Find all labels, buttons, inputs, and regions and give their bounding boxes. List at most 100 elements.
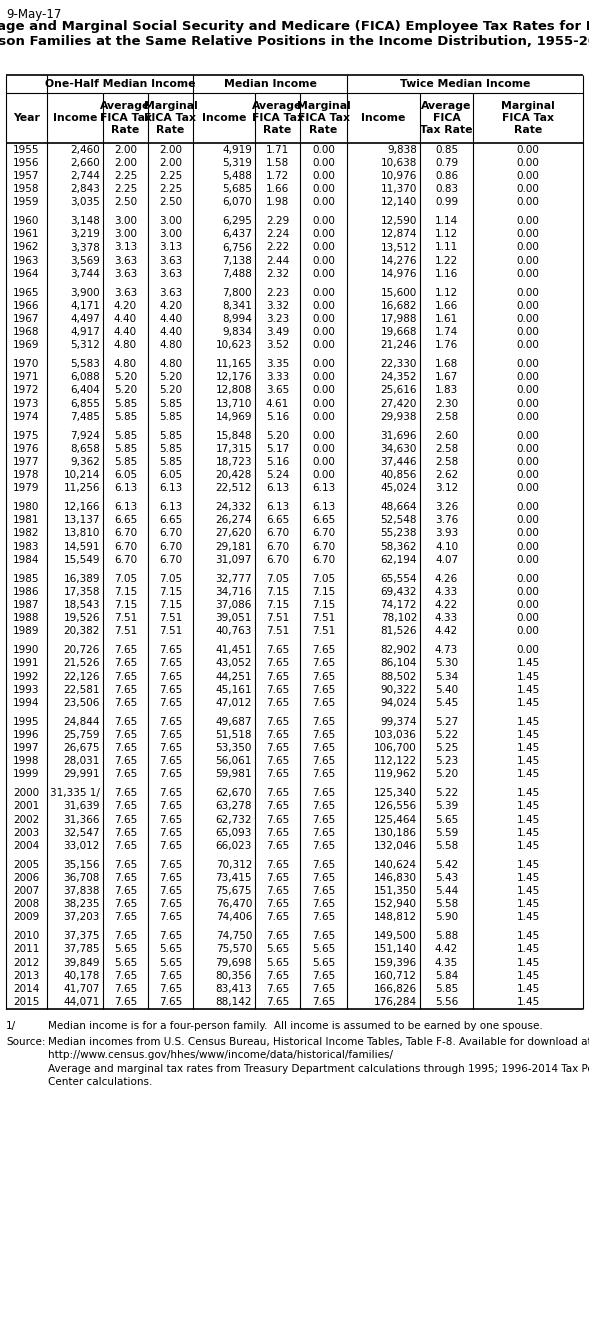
Text: 7,488: 7,488	[222, 268, 252, 279]
Text: 2.00: 2.00	[114, 144, 137, 155]
Text: 5.65: 5.65	[266, 957, 289, 968]
Text: 21,526: 21,526	[64, 658, 100, 669]
Text: 0.00: 0.00	[517, 542, 540, 551]
Text: 1.12: 1.12	[435, 288, 458, 297]
Text: 13,710: 13,710	[216, 399, 252, 408]
Text: 5.44: 5.44	[435, 886, 458, 896]
Text: 7.15: 7.15	[114, 600, 137, 609]
Text: 13,137: 13,137	[64, 516, 100, 525]
Text: 20,726: 20,726	[64, 645, 100, 656]
Text: 4.40: 4.40	[114, 315, 137, 324]
Text: 0.00: 0.00	[517, 328, 540, 337]
Text: 0.00: 0.00	[312, 399, 335, 408]
Text: 2.58: 2.58	[435, 412, 458, 422]
Text: 0.00: 0.00	[312, 171, 335, 181]
Text: 3.76: 3.76	[435, 516, 458, 525]
Text: 12,874: 12,874	[380, 229, 417, 239]
Text: 62,732: 62,732	[216, 814, 252, 825]
Text: 74,750: 74,750	[216, 931, 252, 941]
Text: 2.25: 2.25	[159, 184, 182, 194]
Text: 1988: 1988	[13, 613, 39, 623]
Text: 31,639: 31,639	[64, 801, 100, 812]
Text: 6.65: 6.65	[159, 516, 182, 525]
Text: 6.70: 6.70	[266, 542, 289, 551]
Text: 17,988: 17,988	[380, 315, 417, 324]
Text: 39,849: 39,849	[64, 957, 100, 968]
Text: 2.25: 2.25	[114, 171, 137, 181]
Text: 1.45: 1.45	[517, 899, 540, 910]
Text: 5.24: 5.24	[266, 471, 289, 480]
Text: 112,122: 112,122	[374, 756, 417, 767]
Text: Marginal
FICA Tax
Rate: Marginal FICA Tax Rate	[297, 100, 350, 135]
Text: 0.00: 0.00	[517, 340, 540, 350]
Text: 7.65: 7.65	[159, 912, 182, 923]
Text: 1974: 1974	[13, 412, 39, 422]
Text: 7.65: 7.65	[159, 997, 182, 1007]
Text: 4.80: 4.80	[159, 360, 182, 369]
Text: 24,844: 24,844	[64, 717, 100, 727]
Text: 5.65: 5.65	[266, 944, 289, 954]
Text: 2.50: 2.50	[114, 197, 137, 208]
Text: 1.71: 1.71	[266, 144, 289, 155]
Text: 38,235: 38,235	[64, 899, 100, 910]
Text: 7.65: 7.65	[114, 658, 137, 669]
Text: 14,969: 14,969	[216, 412, 252, 422]
Text: 4.42: 4.42	[435, 627, 458, 636]
Text: 0.00: 0.00	[312, 229, 335, 239]
Text: 7.65: 7.65	[312, 841, 335, 851]
Text: 6.13: 6.13	[312, 484, 335, 493]
Text: 2.58: 2.58	[435, 457, 458, 467]
Text: 52,548: 52,548	[380, 516, 417, 525]
Text: 2.25: 2.25	[159, 171, 182, 181]
Text: 5.23: 5.23	[435, 756, 458, 767]
Text: 4.42: 4.42	[435, 944, 458, 954]
Text: 15,600: 15,600	[380, 288, 417, 297]
Text: 5.85: 5.85	[159, 399, 182, 408]
Text: 7.05: 7.05	[159, 574, 182, 583]
Text: 0.00: 0.00	[517, 386, 540, 395]
Text: 7.65: 7.65	[159, 886, 182, 896]
Text: 6.65: 6.65	[266, 516, 289, 525]
Text: 15,848: 15,848	[216, 431, 252, 440]
Text: 6,295: 6,295	[222, 215, 252, 226]
Text: 0.00: 0.00	[312, 412, 335, 422]
Text: 3.63: 3.63	[114, 268, 137, 279]
Text: 7.65: 7.65	[312, 743, 335, 754]
Text: 7.51: 7.51	[266, 627, 289, 636]
Text: 0.00: 0.00	[517, 229, 540, 239]
Text: 2.00: 2.00	[159, 144, 182, 155]
Text: 4.73: 4.73	[435, 645, 458, 656]
Text: 7.05: 7.05	[114, 574, 137, 583]
Text: 40,178: 40,178	[64, 970, 100, 981]
Text: 27,620: 27,620	[216, 529, 252, 538]
Text: 7.65: 7.65	[266, 730, 289, 740]
Text: 16,389: 16,389	[64, 574, 100, 583]
Text: 7.65: 7.65	[114, 859, 137, 870]
Text: 31,097: 31,097	[216, 555, 252, 564]
Text: 7,924: 7,924	[70, 431, 100, 440]
Text: Income: Income	[202, 112, 246, 123]
Text: 0.00: 0.00	[517, 613, 540, 623]
Text: 132,046: 132,046	[374, 841, 417, 851]
Text: 6.05: 6.05	[114, 471, 137, 480]
Text: 8,994: 8,994	[222, 315, 252, 324]
Text: 6,088: 6,088	[70, 373, 100, 382]
Text: 1.45: 1.45	[517, 743, 540, 754]
Text: 1978: 1978	[13, 471, 39, 480]
Text: 7.51: 7.51	[114, 613, 137, 623]
Text: 7.65: 7.65	[266, 997, 289, 1007]
Text: 0.99: 0.99	[435, 197, 458, 208]
Text: 2.58: 2.58	[435, 444, 458, 453]
Text: 7.65: 7.65	[159, 828, 182, 838]
Text: 17,315: 17,315	[216, 444, 252, 453]
Text: 1.45: 1.45	[517, 658, 540, 669]
Text: 0.00: 0.00	[312, 144, 335, 155]
Text: 7.51: 7.51	[114, 627, 137, 636]
Text: 7.65: 7.65	[159, 841, 182, 851]
Text: 0.00: 0.00	[312, 242, 335, 253]
Text: 3.33: 3.33	[266, 373, 289, 382]
Text: 5.20: 5.20	[159, 373, 182, 382]
Text: 5.85: 5.85	[114, 457, 137, 467]
Text: 0.00: 0.00	[312, 373, 335, 382]
Text: 9,834: 9,834	[222, 328, 252, 337]
